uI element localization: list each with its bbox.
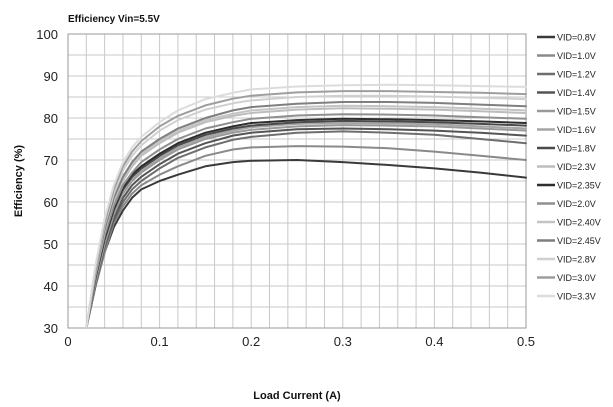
legend-label: VID=1.0V	[557, 51, 596, 61]
legend-label: VID=2.0V	[557, 199, 596, 209]
y-tick-label: 30	[44, 321, 58, 336]
y-tick-label: 50	[44, 237, 58, 252]
legend-label: VID=2.40V	[557, 218, 601, 228]
y-tick-label: 60	[44, 195, 58, 210]
legend-label: VID=2.8V	[557, 255, 596, 265]
y-tick-label: 70	[44, 153, 58, 168]
tick-label-layer: 30 40 50 60 70 80 90 100 0 0.1 0.2 0.3 0.4 0.5	[36, 27, 535, 349]
y-tick-label: 90	[44, 69, 58, 84]
legend-label: VID=1.4V	[557, 88, 596, 98]
y-tick-label: 100	[36, 27, 58, 42]
series-line	[85, 90, 527, 329]
series-line	[85, 94, 527, 329]
x-tick-label: 0.4	[425, 334, 443, 349]
legend-label: VID=3.0V	[557, 273, 596, 283]
legend-label: VID=1.6V	[557, 125, 596, 135]
legend-label: VID=1.5V	[557, 107, 596, 117]
legend-label: VID=2.3V	[557, 162, 596, 172]
plot-area-frame	[67, 33, 527, 329]
x-tick-label: 0.2	[242, 334, 260, 349]
legend-label: VID=1.8V	[557, 144, 596, 154]
chart-title: Efficiency Vin=5.5V	[68, 14, 160, 25]
legend-label: VID=2.35V	[557, 181, 601, 191]
series-line	[85, 113, 527, 329]
legend: VID=0.8V VID=1.0V VID=1.2V VID=1.4V VID=1.5V…	[537, 33, 601, 302]
series-line	[85, 83, 527, 329]
series-line	[85, 101, 527, 329]
x-tick-label: 0.3	[334, 334, 352, 349]
x-axis-title: Load Current (A)	[253, 390, 341, 402]
y-tick-label: 80	[44, 111, 58, 126]
legend-label: VID=0.8V	[557, 33, 596, 43]
series-line	[85, 127, 527, 329]
series-line	[85, 159, 527, 329]
series-layer	[85, 83, 527, 329]
legend-label: VID=1.2V	[557, 70, 596, 80]
legend-label: VID=3.3V	[557, 292, 596, 302]
y-axis-title: Efficiency (%)	[13, 145, 25, 217]
legend-label: VID=2.45V	[557, 236, 601, 246]
x-tick-label: 0.5	[517, 334, 535, 349]
x-tick-label: 0	[64, 334, 71, 349]
grid-layer	[68, 34, 526, 328]
x-tick-label: 0.1	[151, 334, 169, 349]
y-tick-label: 40	[44, 279, 58, 294]
